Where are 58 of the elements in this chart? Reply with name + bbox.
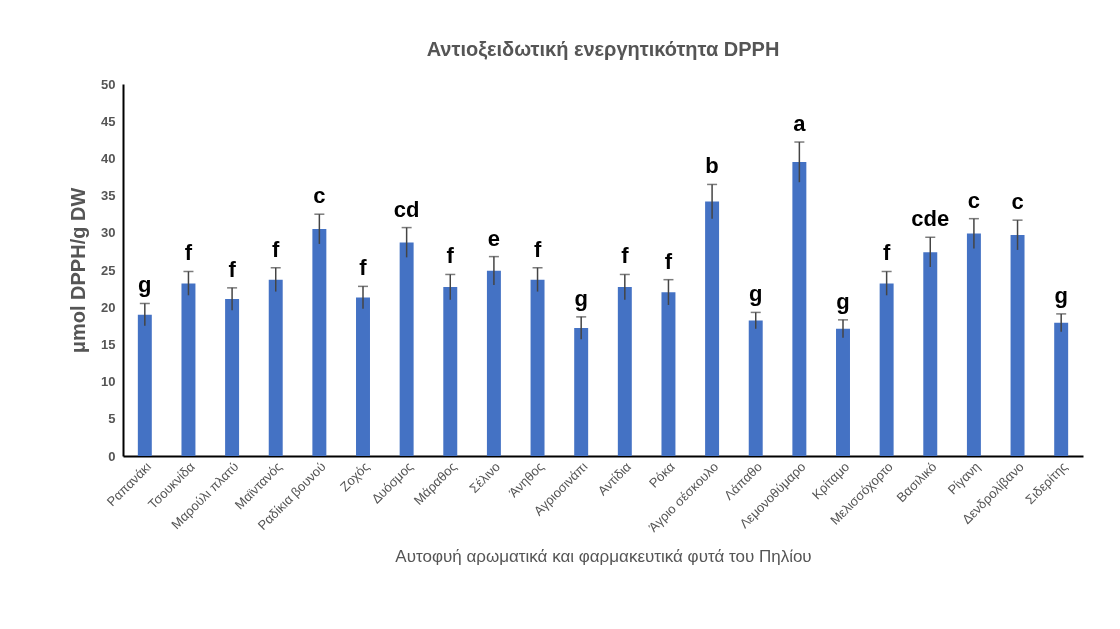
bar <box>399 242 414 456</box>
bar <box>268 279 283 456</box>
bar <box>792 162 807 456</box>
y-tick-label: 0 <box>108 448 116 464</box>
y-tick-label: 10 <box>101 374 116 390</box>
bar <box>923 252 938 456</box>
bar <box>836 328 850 456</box>
bar <box>705 201 720 456</box>
data-label: f <box>882 240 891 266</box>
y-tick-label: 5 <box>108 411 116 427</box>
chart-title: Αντιοξειδωτική ενεργητικότητα DPPH <box>426 38 780 60</box>
y-tick-label: 30 <box>101 225 116 241</box>
bar <box>443 287 458 456</box>
data-label: g <box>574 285 588 311</box>
data-label: g <box>138 272 152 298</box>
data-label: b <box>705 153 719 179</box>
bar <box>137 314 152 456</box>
data-label: g <box>1054 282 1068 308</box>
bar <box>356 297 370 456</box>
data-label: f <box>446 243 455 269</box>
bar <box>1010 235 1025 456</box>
data-label: c <box>1011 189 1024 215</box>
data-label: f <box>228 256 237 282</box>
y-tick-label: 15 <box>101 336 116 352</box>
data-label: g <box>749 281 763 307</box>
bar <box>617 287 632 456</box>
bar <box>486 270 501 456</box>
data-label: c <box>313 183 326 209</box>
data-label: f <box>359 255 368 281</box>
bar <box>181 283 196 456</box>
data-label: c <box>967 187 981 213</box>
bar <box>225 299 240 456</box>
bar <box>574 328 589 456</box>
data-label: e <box>487 225 501 251</box>
bar <box>1054 322 1069 456</box>
data-label: cd <box>393 196 420 222</box>
y-tick-label: 25 <box>101 262 116 278</box>
x-axis-title: Αυτοφυή αρωματικά και φαρμακευτικά φυτά του Πηλίου <box>395 546 812 566</box>
data-label: g <box>836 288 850 314</box>
bar <box>530 279 545 456</box>
data-label: f <box>272 236 281 262</box>
data-label: f <box>533 236 542 262</box>
bar <box>661 292 676 456</box>
data-label: f <box>184 240 193 266</box>
data-label: f <box>621 243 630 269</box>
y-tick-label: 35 <box>101 188 116 204</box>
bar <box>879 283 894 456</box>
data-label: cde <box>911 206 950 232</box>
bar <box>312 229 327 456</box>
y-tick-label: 40 <box>101 150 116 166</box>
y-tick-label: 50 <box>101 76 116 92</box>
y-tick-label: 20 <box>101 299 116 315</box>
data-label: a <box>793 111 807 137</box>
data-label: f <box>664 248 673 274</box>
y-tick-label: 45 <box>101 113 116 129</box>
bar <box>748 320 763 456</box>
bar <box>966 233 981 456</box>
y-axis-title: μmol DPPH/g DW <box>67 187 90 354</box>
